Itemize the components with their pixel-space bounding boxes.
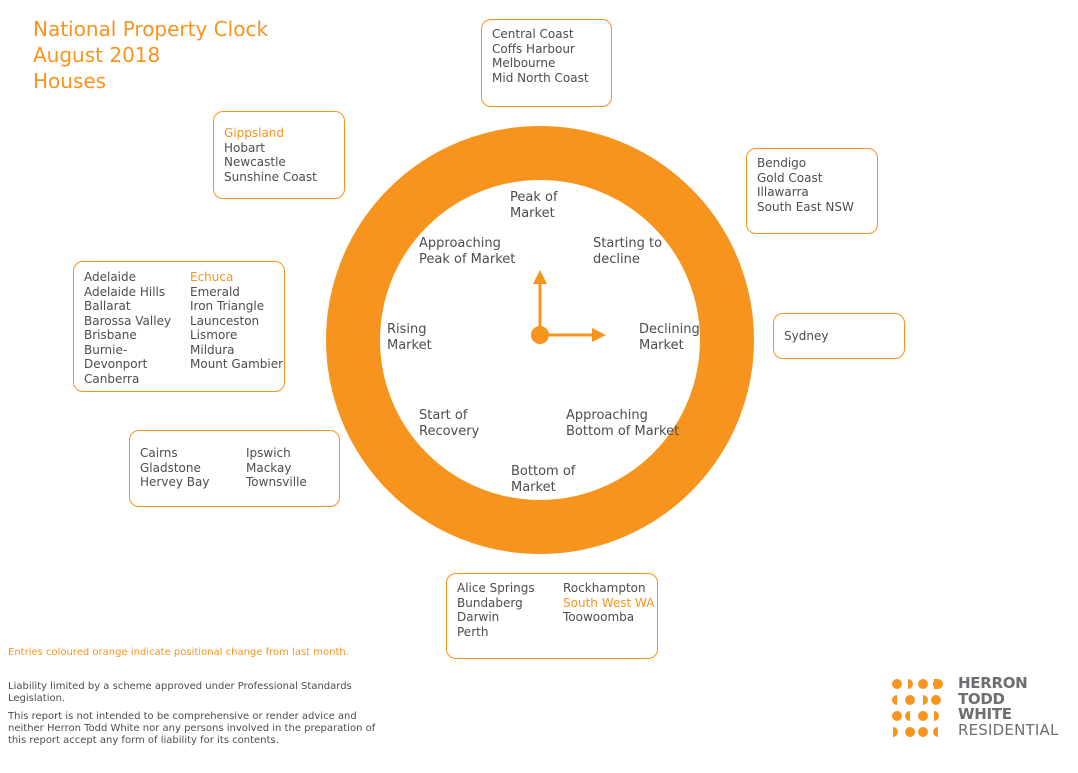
list-item: Gippsland (224, 126, 285, 140)
list-item: Townsville (246, 475, 307, 489)
list-item: Hervey Bay (140, 475, 210, 489)
list-item: South East NSW (757, 199, 854, 214)
title-line-3: Houses (33, 69, 107, 93)
box-declining-market: Sydney (773, 313, 905, 359)
logo-line-2: TODD (958, 689, 1005, 708)
list-item: Emerald (190, 284, 240, 299)
list-item: Perth (457, 624, 489, 639)
clock-hour-hand-arrow (533, 270, 547, 284)
box-starting-to-decline: Bendigo Gold Coast Illawarra South East … (746, 148, 878, 234)
box-peak-of-market: Central Coast Coffs Harbour Melbourne Mi… (481, 19, 612, 107)
title-line-2: August 2018 (33, 43, 161, 67)
list-item: Central Coast (492, 27, 574, 41)
clock-ring (326, 126, 754, 554)
phase-rising-market: Rising Market (387, 322, 432, 353)
clock-minute-hand-arrow (592, 328, 606, 342)
list-item: Sunshine Coast (224, 169, 317, 184)
list-item: Ipswich (246, 446, 291, 460)
list-item: Mount Gambier (190, 357, 284, 371)
list-item: Sydney (784, 329, 829, 343)
phase-approaching-bottom: Approaching Bottom of Market (566, 408, 680, 439)
title-line-1: National Property Clock (33, 17, 269, 41)
herron-todd-white-logo-icon (892, 679, 943, 737)
list-item: Mid North Coast (492, 70, 589, 85)
list-item: Gladstone (140, 460, 201, 475)
page-title: National Property Clock August 2018 Hous… (33, 16, 268, 94)
phase-declining-market: Declining Market (639, 322, 700, 353)
list-item: Coffs Harbour (492, 41, 575, 56)
list-item: Barossa Valley (84, 313, 172, 328)
list-item: Canberra (84, 371, 140, 386)
list-item: Alice Springs (457, 581, 535, 595)
box-rising-market: Adelaide Adelaide Hills Ballarat Barossa… (73, 261, 285, 392)
list-item: Melbourne (492, 56, 556, 70)
list-item: Gold Coast (757, 170, 823, 185)
phase-peak-of-market: Peak of Market (510, 190, 558, 221)
list-item: Darwin (457, 610, 500, 624)
phase-starting-to-decline: Starting to decline (593, 236, 663, 267)
list-item: Bundaberg (457, 595, 523, 610)
liability-text: Liability limited by a scheme approved u… (8, 681, 352, 704)
disclaimer-text: This report is not intended to be compre… (8, 711, 376, 746)
list-item: Launceston (190, 313, 260, 328)
list-item: Bendigo (757, 156, 807, 170)
list-item: Illawarra (757, 185, 809, 199)
list-item: Adelaide (84, 270, 137, 284)
box-bottom-of-market: Alice Springs Bundaberg Darwin Perth Roc… (446, 573, 658, 659)
change-note: Entries coloured orange indicate positio… (8, 647, 349, 658)
list-item: South West WA (563, 595, 655, 610)
list-item: Ballarat (84, 299, 131, 313)
list-item: Cairns (140, 446, 178, 460)
box-start-of-recovery: Cairns Gladstone Hervey Bay Ipswich Mack… (129, 430, 340, 507)
phase-start-of-recovery: Start of Recovery (419, 408, 480, 439)
list-item: Hobart (224, 140, 265, 155)
list-item: Rockhampton (563, 581, 646, 595)
list-item: Brisbane (84, 328, 137, 342)
list-item: Devonport (84, 357, 148, 371)
logo-line-1: HERRON (958, 674, 1028, 692)
phase-bottom-of-market: Bottom of Market (511, 464, 576, 495)
list-item: Newcastle (224, 155, 286, 169)
box-approaching-peak: Gippsland Hobart Newcastle Sunshine Coas… (213, 111, 345, 199)
phase-approaching-peak: Approaching Peak of Market (419, 236, 516, 267)
list-item: Echuca (190, 270, 234, 284)
list-item: Mackay (246, 460, 292, 475)
list-item: Iron Triangle (190, 299, 265, 313)
clock-center-dot (531, 326, 549, 344)
list-item: Adelaide Hills (84, 284, 166, 299)
list-item: Burnie- (84, 342, 128, 357)
logo-line-4: RESIDENTIAL (958, 720, 1059, 739)
list-item: Lismore (190, 328, 238, 342)
list-item: Toowoomba (563, 610, 635, 624)
logo-line-3: WHITE (958, 705, 1012, 723)
list-item: Mildura (190, 342, 235, 357)
logo-wordmark: HERRON TODD WHITE RESIDENTIAL (958, 674, 1059, 739)
